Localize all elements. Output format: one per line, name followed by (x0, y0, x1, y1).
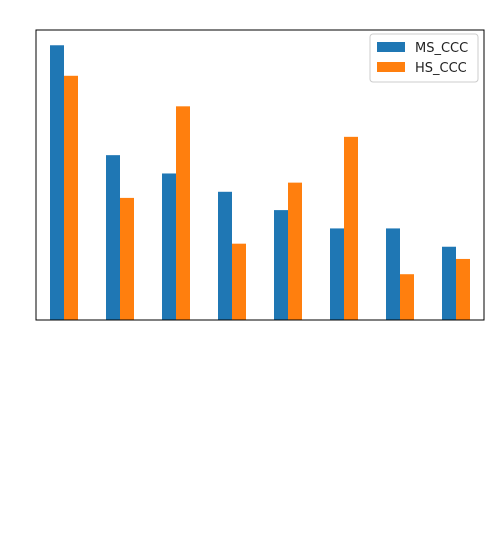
bar-ms-ccc-8 (442, 246, 456, 320)
bar-ms-ccc-5 (274, 210, 288, 320)
plot-frame (35, 29, 485, 321)
legend: MS_CCC HS_CCC (369, 33, 479, 83)
bar-hs-ccc-4 (232, 243, 246, 320)
bar-ms-ccc-6 (330, 228, 344, 320)
bar-hs-ccc-3 (176, 106, 190, 320)
bar-hs-ccc-2 (120, 197, 134, 320)
bar-ms-ccc-3 (162, 173, 176, 320)
bar-hs-ccc-8 (456, 258, 470, 320)
bar-hs-ccc-1 (64, 75, 78, 320)
bar-ms-ccc-4 (218, 191, 232, 320)
bars-group (50, 45, 470, 321)
bar-ms-ccc-1 (50, 45, 64, 321)
legend-label-ms-ccc: MS_CCC (415, 41, 468, 56)
legend-swatch-hs-ccc (377, 62, 405, 72)
bar-hs-ccc-7 (400, 274, 414, 320)
bar-ms-ccc-7 (386, 228, 400, 320)
bar-hs-ccc-5 (288, 182, 302, 320)
legend-swatch-ms-ccc (377, 42, 405, 52)
bar-hs-ccc-6 (344, 136, 358, 320)
legend-label-hs-ccc: HS_CCC (415, 61, 467, 76)
bar-ms-ccc-2 (106, 155, 120, 320)
